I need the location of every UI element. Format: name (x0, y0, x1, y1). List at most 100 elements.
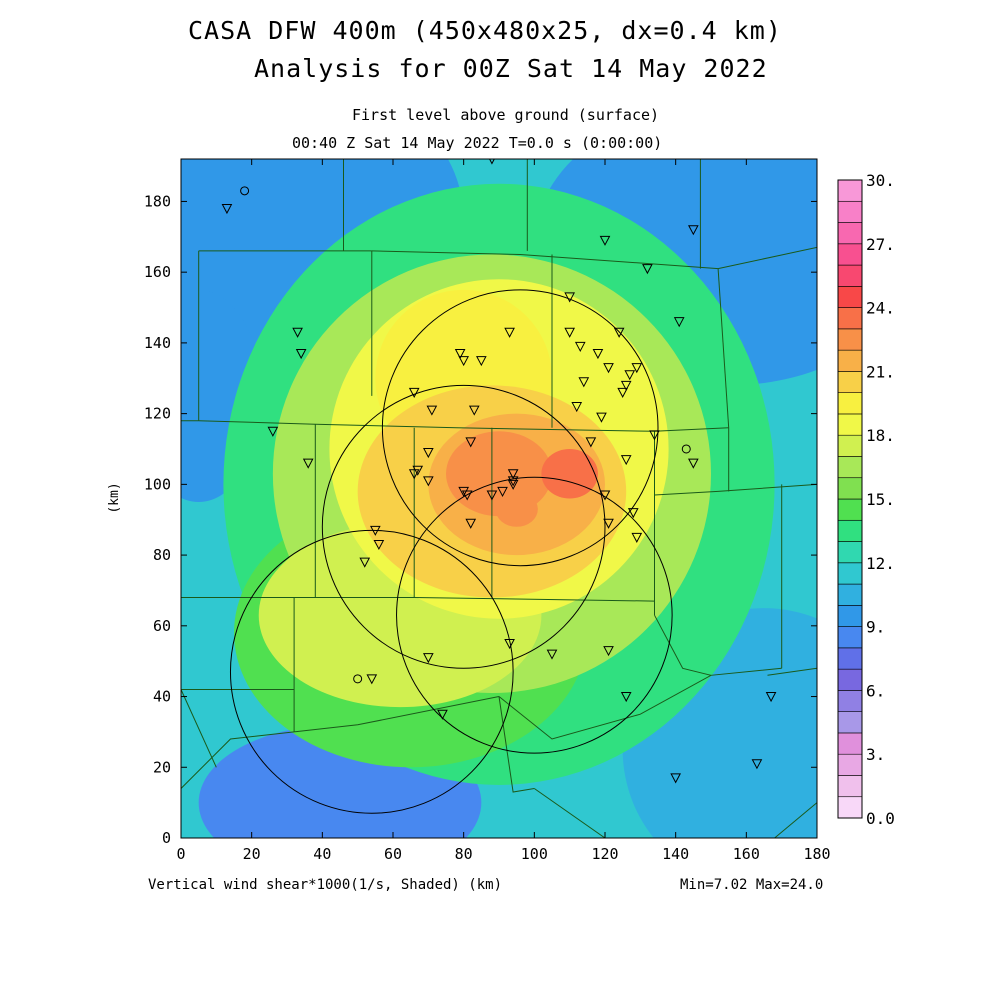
y-tick-label: 120 (144, 405, 171, 423)
station-marker (476, 356, 487, 367)
y-tick-label: 100 (144, 475, 171, 493)
station-marker (765, 692, 777, 703)
station-marker (497, 486, 508, 497)
time-label: 00:40 Z Sat 14 May 2022 T=0.0 s (0:00:00… (292, 134, 663, 152)
station-marker (426, 405, 438, 416)
station-marker (423, 476, 434, 487)
station-marker (423, 448, 434, 459)
radar-ring (229, 529, 514, 814)
y-tick-label: 20 (153, 758, 171, 776)
colorbar-label: 3. (866, 745, 885, 764)
county-line (181, 597, 655, 602)
colorbar-swatch (837, 243, 863, 266)
station-marker (292, 327, 303, 338)
station-marker (688, 458, 699, 469)
colorbar-swatch (837, 796, 863, 819)
radar-ring (381, 289, 659, 567)
colorbar-label: 27. (866, 235, 895, 254)
x-tick-label: 0 (176, 845, 185, 863)
station-marker (564, 327, 575, 338)
station-marker (295, 349, 307, 360)
colorbar-swatch (837, 392, 863, 415)
colorbar-label: 30. (866, 171, 895, 190)
station-marker (613, 327, 625, 338)
colorbar-swatch (837, 690, 863, 712)
colorbar-swatch (837, 732, 863, 755)
station-marker (670, 773, 681, 784)
station-marker (504, 638, 515, 650)
shear-contour (541, 448, 598, 499)
colorbar-swatch (837, 519, 863, 542)
station-marker (571, 402, 583, 413)
station-marker (631, 532, 643, 543)
x-tick-label: 160 (733, 845, 760, 863)
station-marker (751, 759, 763, 770)
colorbar-swatch (837, 753, 863, 776)
station-marker (507, 476, 519, 487)
station-marker (504, 327, 515, 338)
colorbar-label: 0.0 (866, 809, 895, 828)
county-line (498, 696, 535, 793)
colorbar-swatch (837, 562, 863, 585)
station-marker (620, 380, 632, 391)
y-axis: 0 20 40 60 80 100 120 140 160 180 (144, 192, 817, 847)
colorbar-swatch (837, 711, 863, 734)
colorbar-swatch (837, 456, 863, 479)
field-description: Vertical wind shear*1000(1/s, Shaded) (k… (148, 877, 503, 893)
x-tick-label: 40 (313, 845, 331, 863)
station-marker (423, 653, 434, 664)
colorbar-swatch (837, 328, 863, 351)
station-marker (412, 465, 424, 476)
station-marker (585, 437, 597, 448)
colorbar-swatch (837, 264, 863, 287)
site-circle-marker (353, 674, 363, 684)
county-line (717, 246, 817, 270)
county-line (181, 731, 295, 789)
station-marker (673, 317, 685, 328)
station-marker (408, 387, 420, 398)
station-marker (458, 356, 469, 367)
station-marker (458, 486, 469, 497)
shear-field (181, 159, 817, 838)
colorbar-label: 24. (866, 299, 895, 318)
station-marker (617, 387, 628, 398)
station-marker (408, 469, 420, 480)
radar-ring (396, 476, 673, 754)
colorbar-frame (837, 179, 863, 819)
county-line (181, 689, 217, 768)
y-tick-label: 140 (144, 334, 171, 352)
station-marker (599, 235, 611, 246)
station-marker (507, 469, 519, 480)
colorbar-label: 12. (866, 554, 895, 573)
y-axis-label: (km) (107, 482, 122, 513)
min-max-label: Min=7.02 Max=24.0 (680, 877, 824, 893)
county-line (774, 802, 817, 838)
county-line (371, 250, 719, 270)
station-marker (437, 709, 448, 720)
y-tick-label: 60 (153, 617, 171, 635)
station-marker (465, 437, 477, 448)
station-marker (564, 292, 575, 303)
colorbar-swatch (837, 200, 863, 223)
county-boundaries (181, 159, 817, 838)
colorbar-swatch (837, 583, 863, 606)
colorbar-swatch (837, 349, 863, 372)
colorbar-swatch (837, 307, 863, 330)
shear-contour (495, 491, 538, 527)
station-marker (578, 377, 590, 388)
county-line (534, 788, 606, 838)
station-marker (454, 349, 466, 360)
station-marker (620, 455, 632, 466)
x-tick-label: 20 (243, 845, 261, 863)
colorbar-swatch (837, 286, 863, 308)
county-line (198, 420, 729, 432)
station-marker (373, 539, 385, 551)
station-marker (465, 518, 477, 529)
plot-frame (180, 158, 818, 839)
station-marker (461, 490, 473, 501)
colorbar-swatch (837, 222, 863, 245)
station-marker (574, 341, 586, 353)
colorbar-swatch (837, 498, 863, 521)
colorbar-swatch (837, 668, 863, 691)
x-tick-label: 120 (591, 845, 618, 863)
